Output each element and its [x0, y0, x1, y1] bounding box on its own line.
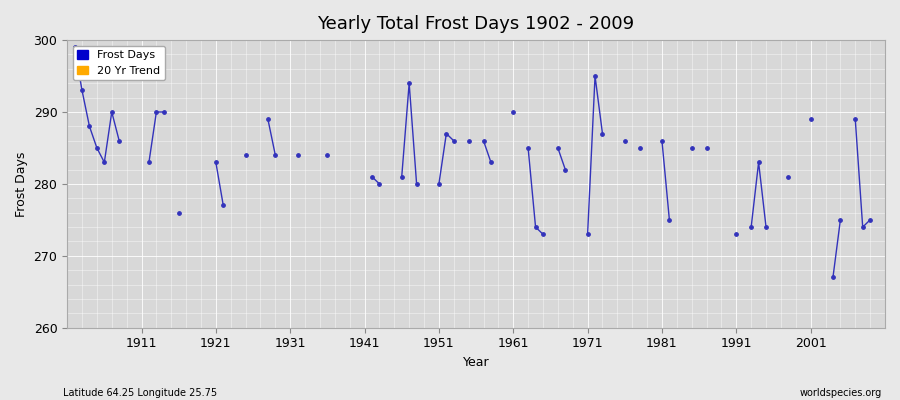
Point — [112, 138, 126, 144]
Point — [551, 145, 565, 151]
Point — [662, 217, 677, 223]
Title: Yearly Total Frost Days 1902 - 2009: Yearly Total Frost Days 1902 - 2009 — [318, 15, 634, 33]
Point — [483, 159, 498, 166]
Text: worldspecies.org: worldspecies.org — [800, 388, 882, 398]
Point — [97, 159, 112, 166]
Point — [75, 87, 89, 94]
Point — [826, 274, 841, 280]
Point — [364, 174, 379, 180]
Point — [528, 224, 543, 230]
Point — [580, 231, 595, 238]
Point — [462, 138, 476, 144]
Point — [209, 159, 223, 166]
Point — [781, 174, 796, 180]
Point — [588, 73, 602, 79]
Point — [141, 159, 156, 166]
Point — [729, 231, 743, 238]
Point — [373, 181, 387, 187]
X-axis label: Year: Year — [463, 356, 490, 369]
Point — [521, 145, 535, 151]
Point — [291, 152, 305, 158]
Point — [261, 116, 275, 122]
Legend: Frost Days, 20 Yr Trend: Frost Days, 20 Yr Trend — [73, 46, 165, 80]
Point — [172, 210, 186, 216]
Point — [446, 138, 461, 144]
Point — [699, 145, 714, 151]
Point — [833, 217, 848, 223]
Point — [856, 224, 870, 230]
Point — [633, 145, 647, 151]
Point — [238, 152, 253, 158]
Point — [617, 138, 632, 144]
Point — [149, 109, 164, 115]
Point — [536, 231, 550, 238]
Point — [68, 44, 82, 50]
Point — [90, 145, 104, 151]
Text: Latitude 64.25 Longitude 25.75: Latitude 64.25 Longitude 25.75 — [63, 388, 217, 398]
Point — [439, 130, 454, 137]
Y-axis label: Frost Days: Frost Days — [15, 151, 28, 217]
Point — [432, 181, 446, 187]
Point — [506, 109, 520, 115]
Point — [320, 152, 335, 158]
Point — [104, 109, 119, 115]
Point — [744, 224, 759, 230]
Point — [685, 145, 699, 151]
Point — [394, 174, 409, 180]
Point — [558, 166, 572, 173]
Point — [752, 159, 766, 166]
Point — [157, 109, 171, 115]
Point — [655, 138, 670, 144]
Point — [476, 138, 491, 144]
Point — [759, 224, 773, 230]
Point — [595, 130, 609, 137]
Point — [268, 152, 283, 158]
Point — [82, 123, 96, 130]
Point — [863, 217, 878, 223]
Point — [216, 202, 230, 209]
Point — [848, 116, 862, 122]
Point — [804, 116, 818, 122]
Point — [410, 181, 424, 187]
Point — [402, 80, 417, 86]
